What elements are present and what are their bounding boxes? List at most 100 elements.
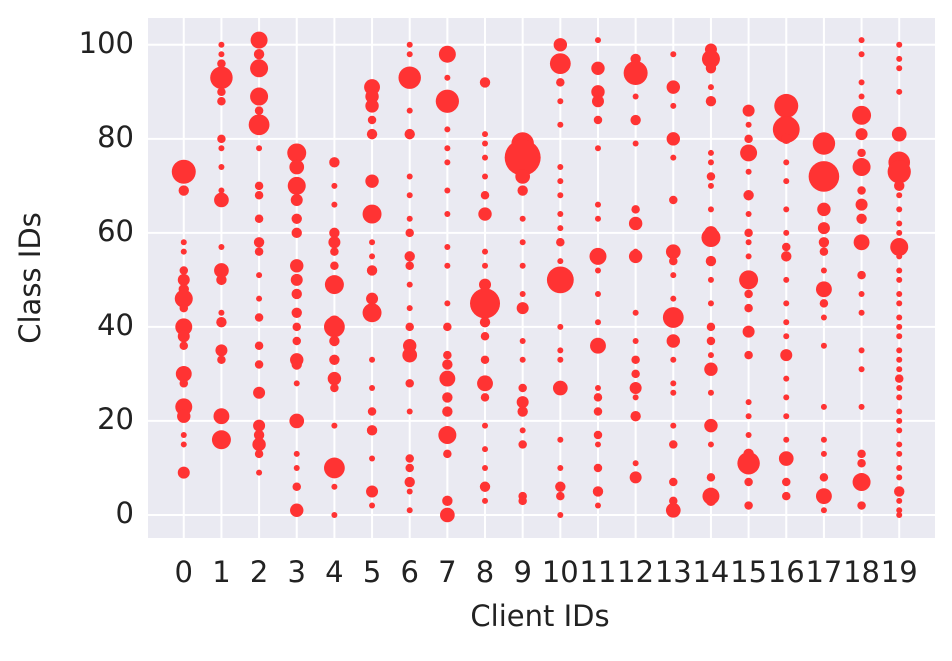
point [706, 172, 716, 181]
point [819, 299, 829, 308]
point [250, 59, 269, 78]
point [179, 379, 189, 388]
point [706, 336, 716, 346]
point [442, 406, 453, 417]
point [330, 247, 339, 256]
point [783, 394, 790, 401]
point [504, 139, 541, 176]
point [819, 247, 829, 256]
point [819, 473, 829, 482]
point [858, 37, 865, 44]
point [896, 366, 903, 373]
y-tick-label: 100 [79, 26, 134, 60]
x-tick-label: 12 [617, 555, 654, 589]
point [516, 396, 529, 409]
point [482, 497, 489, 504]
point [632, 338, 639, 345]
point [519, 262, 526, 269]
point [896, 474, 903, 481]
point [518, 383, 527, 393]
point [593, 407, 603, 416]
point [820, 314, 827, 321]
x-tick-label: 8 [476, 555, 494, 589]
point [820, 436, 827, 443]
point [516, 302, 529, 315]
x-tick-label: 6 [400, 555, 418, 589]
point [896, 497, 903, 504]
point [553, 38, 568, 52]
point [254, 313, 264, 322]
point [856, 213, 867, 224]
point [894, 374, 904, 383]
point [479, 481, 491, 492]
point [670, 422, 677, 429]
point [896, 267, 903, 274]
point [218, 164, 225, 171]
point [444, 300, 451, 307]
point [896, 65, 903, 72]
point [857, 449, 866, 459]
point [705, 495, 717, 507]
point [896, 394, 903, 401]
point [330, 261, 339, 271]
point [398, 66, 421, 89]
point [406, 507, 413, 514]
point [631, 355, 640, 365]
point [594, 441, 601, 448]
point [772, 116, 800, 143]
point [292, 482, 301, 491]
x-tick-label: 10 [542, 555, 579, 589]
point [366, 425, 378, 436]
point [480, 393, 490, 402]
point [744, 289, 753, 299]
x-tick-label: 15 [730, 555, 767, 589]
point [896, 192, 903, 199]
point [744, 350, 753, 360]
point [745, 239, 752, 246]
point [331, 422, 338, 429]
y-tick-label: 60 [97, 214, 134, 248]
point [778, 451, 794, 466]
point [783, 436, 790, 443]
point [594, 267, 601, 274]
point [857, 186, 866, 195]
point [707, 182, 714, 189]
point [891, 126, 907, 142]
point [290, 259, 304, 273]
point [820, 403, 827, 410]
point [857, 148, 866, 158]
x-tick-label: 3 [288, 555, 306, 589]
point [858, 347, 865, 354]
point [707, 276, 714, 283]
point [593, 115, 603, 125]
point [628, 249, 643, 264]
point [214, 263, 229, 278]
point [482, 262, 489, 269]
x-tick-label: 5 [363, 555, 381, 589]
point [480, 355, 490, 365]
point [369, 356, 376, 363]
point [670, 272, 677, 279]
point [857, 270, 866, 280]
point [406, 305, 413, 312]
point [858, 366, 865, 373]
point [896, 511, 903, 518]
point [254, 106, 264, 115]
point [852, 158, 871, 177]
point [623, 61, 648, 86]
point [852, 105, 872, 125]
point [331, 182, 338, 189]
point [896, 276, 903, 283]
point [858, 51, 865, 58]
y-tick-label: 80 [97, 120, 134, 154]
point [218, 309, 225, 316]
point [404, 476, 415, 488]
point [594, 37, 601, 44]
point [896, 323, 903, 330]
point [556, 238, 565, 247]
point [896, 333, 903, 340]
point [519, 290, 526, 297]
point [515, 169, 531, 184]
point [817, 222, 830, 235]
point [670, 295, 677, 302]
